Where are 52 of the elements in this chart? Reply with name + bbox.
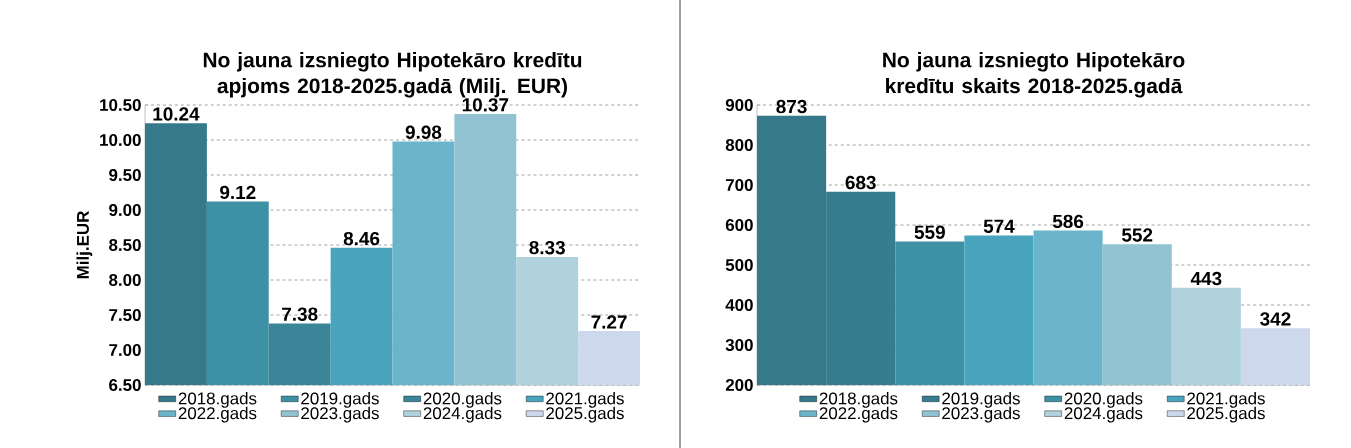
data-label: 574	[983, 219, 1015, 233]
legend-label: 2022.gads	[819, 406, 898, 423]
legend-label: 2019.gads	[301, 391, 379, 408]
y-tick-label: 500	[725, 259, 753, 271]
data-label: 559	[914, 225, 945, 239]
y-tick-label: 600	[725, 219, 753, 231]
data-label: 10.37	[462, 98, 509, 112]
data-label: 8.33	[529, 240, 565, 255]
data-label: 552	[1121, 228, 1153, 242]
data-label: 10.24	[153, 107, 200, 121]
y-tick-label: 6.50	[109, 379, 141, 391]
y-tick-label: 9.50	[109, 169, 141, 181]
y-tick-label: 400	[725, 299, 753, 311]
y-tick-label: 9.00	[109, 204, 141, 216]
legend-label: 2018.gads	[178, 391, 257, 408]
legend-label: 2025.gads	[1187, 406, 1265, 423]
legend-label: 2018.gads	[819, 391, 898, 408]
y-tick-label: 900	[725, 99, 753, 112]
legend-label: 2023.gads	[942, 406, 1020, 423]
legend-label: 2019.gads	[942, 391, 1020, 408]
data-label: 873	[776, 99, 807, 114]
data-label: 7.27	[591, 315, 627, 329]
data-label: 9.98	[405, 125, 442, 139]
data-label: 342	[1260, 312, 1291, 326]
legend-label: 2020.gads	[423, 391, 502, 408]
y-tick-label: 300	[725, 338, 753, 352]
y-tick-label: 7.50	[109, 309, 141, 321]
legend-label: 2020.gads	[1064, 391, 1143, 408]
y-axis-title: Milj.EUR	[76, 210, 93, 279]
y-tick-label: 800	[725, 139, 753, 152]
legend-label: 2022.gads	[178, 406, 257, 423]
chart-title: No jauna izsniegto Hipotekāro kredītu skaits 2018-2025.gadā	[883, 52, 1185, 98]
legend-label: 2021.gads	[1187, 391, 1265, 408]
chart-title: No jauna izsniegto Hipotekāro kredītu apjoms 2018-2025.gadā (Milj. EUR)	[203, 52, 582, 98]
y-tick-label: 10.00	[100, 134, 141, 146]
data-label: 7.38	[282, 307, 318, 321]
y-tick-label: 8.00	[109, 274, 141, 286]
legend-label: 2024.gads	[1064, 406, 1143, 423]
y-tick-label: 7.00	[109, 344, 141, 356]
y-tick-label: 700	[725, 179, 753, 191]
legend-label: 2023.gads	[301, 406, 379, 423]
data-label: 683	[845, 175, 876, 190]
data-label: 443	[1190, 271, 1222, 286]
legend-label: 2024.gads	[423, 406, 502, 423]
y-tick-label: 8.50	[109, 239, 141, 251]
y-tick-label: 10.50	[100, 99, 141, 111]
data-label: 9.12	[220, 185, 256, 200]
y-tick-label: 200	[725, 379, 753, 391]
data-label: 8.46	[343, 231, 380, 246]
legend-label: 2021.gads	[546, 391, 624, 408]
legend-label: 2025.gads	[546, 406, 624, 423]
data-label: 586	[1052, 214, 1084, 229]
